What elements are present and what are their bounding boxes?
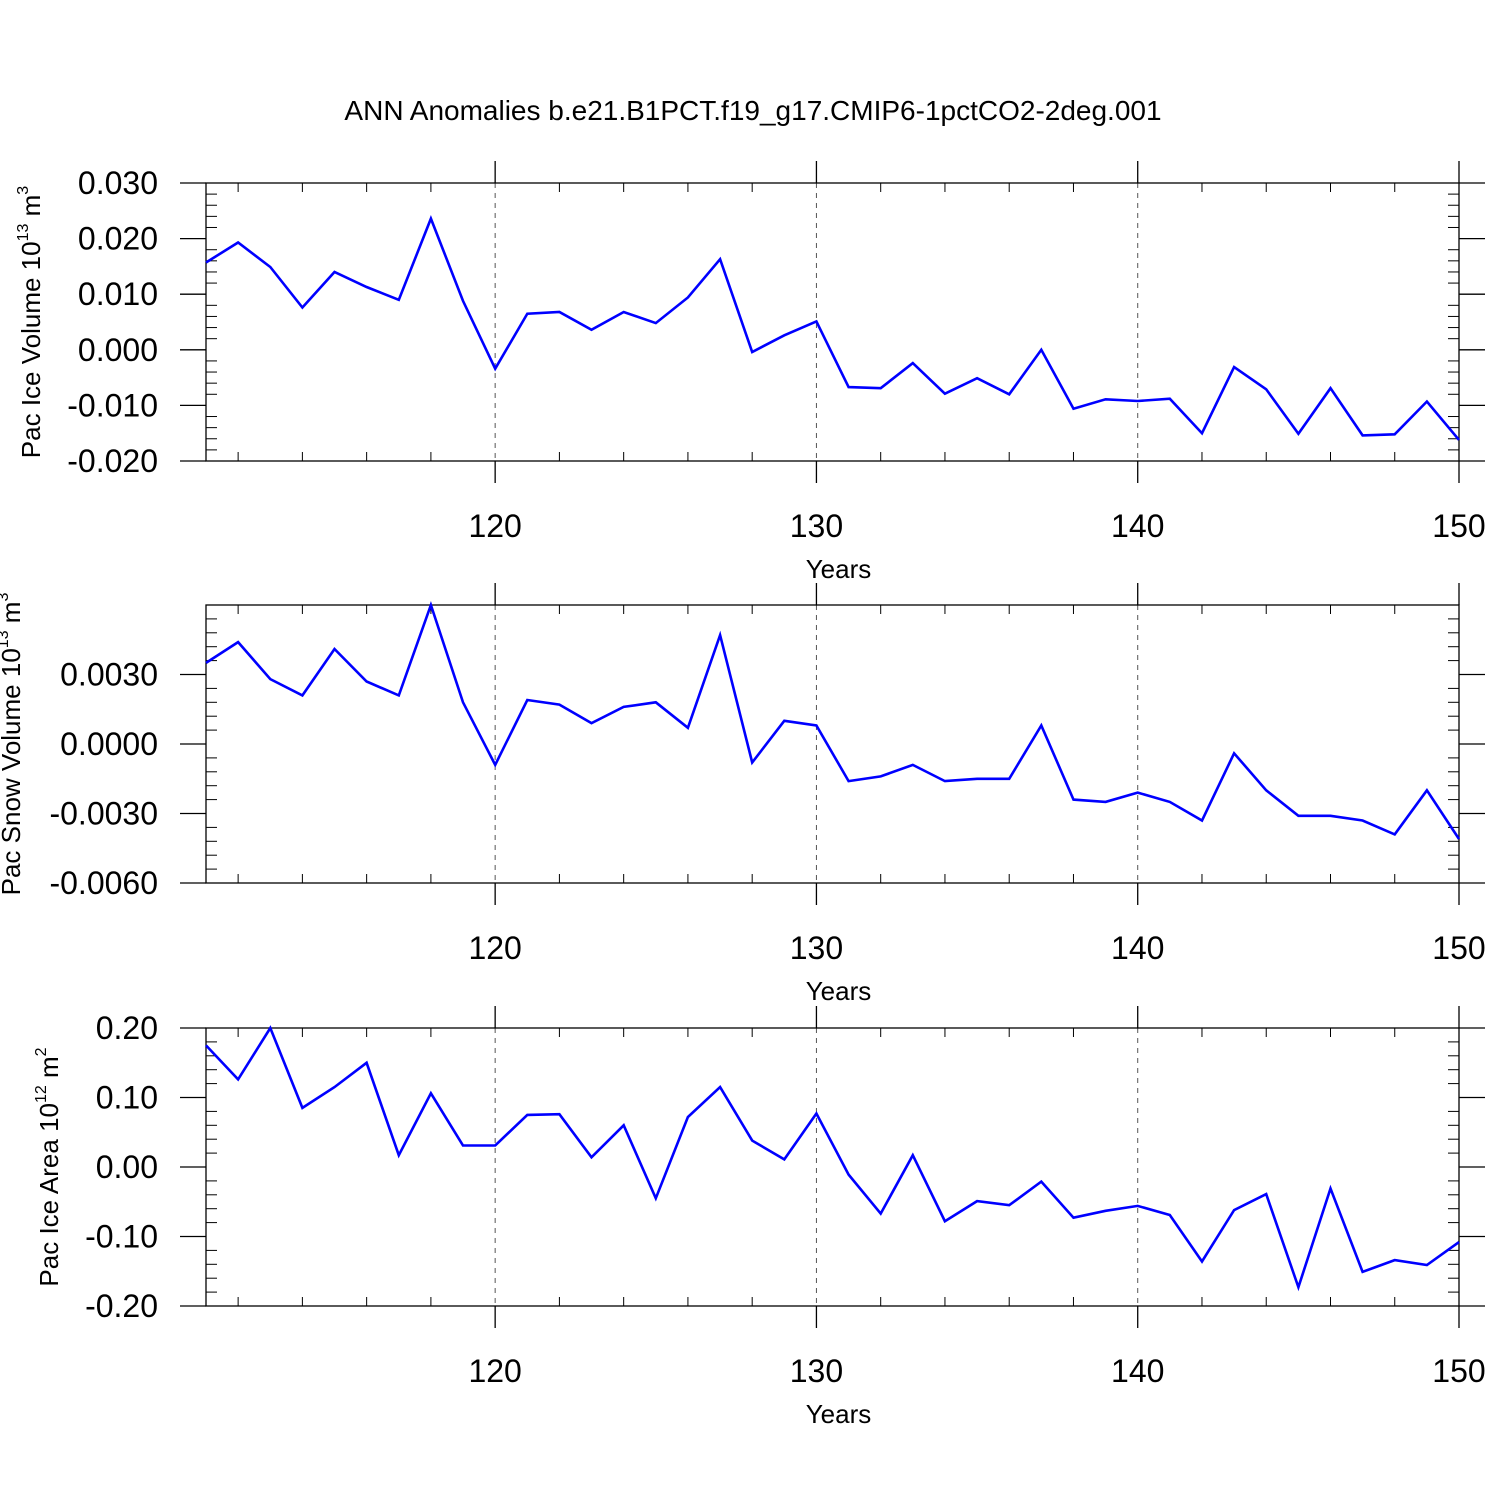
series-line: [205, 1025, 1460, 1292]
y-axis-label: Pac Ice Volume 1013 m3: [15, 186, 46, 459]
panels: 120 130 140 150 -0.020 -0.010 0.000 0.010 0.020 0…: [0, 161, 1486, 1429]
x-tick-label: 140: [1111, 930, 1164, 966]
plot-frame: [205, 604, 1460, 884]
y-tick-label: -0.010: [67, 387, 158, 423]
x-tick-label: 120: [468, 508, 521, 544]
x-tick-label: 140: [1111, 1353, 1164, 1389]
y-tick-label: -0.10: [85, 1219, 158, 1255]
y-tick-label: 0.0000: [60, 726, 158, 762]
y-tick-label: 0.00: [96, 1149, 158, 1185]
y-tick-label: 0.020: [78, 221, 158, 257]
x-axis-label: Years: [806, 554, 872, 584]
panel-1: 120 130 140 150 -0.020 -0.010 0.000 0.010 0.020 0…: [15, 161, 1486, 584]
y-axis-label: Pac Snow Volume 1013 m3: [0, 593, 26, 896]
x-tick-label: 130: [790, 508, 843, 544]
panel-3: 120 130 140 150 -0.20 -0.10 0.00 0.10 0.20 Years P…: [33, 1006, 1486, 1429]
y-tick-label: 0.010: [78, 276, 158, 312]
x-axis-label: Years: [806, 976, 872, 1006]
y-tick-label: 0.030: [78, 165, 158, 201]
plot-frame: [205, 1027, 1460, 1307]
y-tick-label: 0.10: [96, 1080, 158, 1116]
series-line: [205, 600, 1461, 840]
y-axis-label: Pac Ice Area 1012 m2: [33, 1047, 64, 1286]
x-tick-label: 120: [468, 930, 521, 966]
y-tick-label: 0.20: [96, 1010, 158, 1046]
x-tick-label: 140: [1111, 508, 1164, 544]
y-tick-label: -0.0060: [49, 865, 158, 901]
y-tick-label: -0.0030: [49, 796, 158, 832]
panel-2: 120 130 140 150 -0.0060 -0.0030 0.0000 0.0030 Ye…: [0, 583, 1486, 1006]
y-tick-label: 0.0030: [60, 657, 158, 693]
plot-frame: [205, 182, 1460, 462]
y-tick-label: 0.000: [78, 332, 158, 368]
x-tick-label: 130: [790, 1353, 843, 1389]
figure-title: ANN Anomalies b.e21.B1PCT.f19_g17.CMIP6-…: [344, 95, 1161, 126]
y-tick-label: -0.020: [67, 443, 158, 479]
x-tick-label: 150: [1432, 1353, 1485, 1389]
x-axis-label: Years: [806, 1399, 872, 1429]
series-line: [205, 215, 1460, 441]
x-tick-label: 130: [790, 930, 843, 966]
x-tick-label: 150: [1432, 930, 1485, 966]
x-tick-label: 120: [468, 1353, 521, 1389]
x-tick-label: 150: [1432, 508, 1485, 544]
y-tick-label: -0.20: [85, 1288, 158, 1324]
